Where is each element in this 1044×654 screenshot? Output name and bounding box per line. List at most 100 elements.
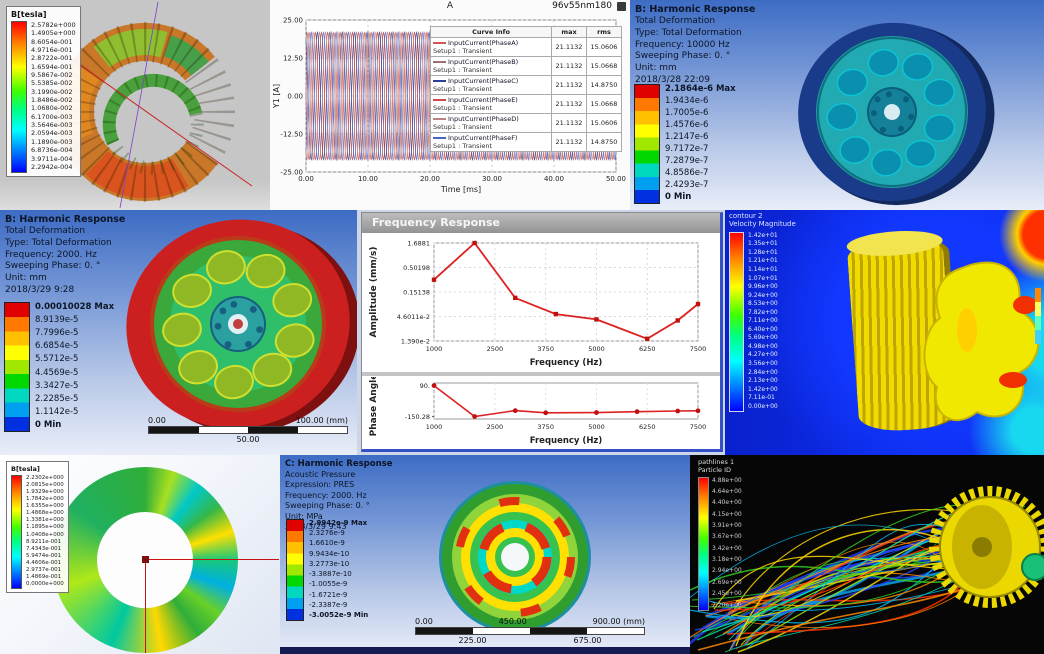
window-titlebar[interactable]: Frequency Response [362,213,720,233]
panel-pathlines: pathlines 1 Particle ID 4.88e+00 4.64e+00… [690,455,1044,654]
info-line: Sweeping Phase: 0. ° [5,261,101,272]
colorbar [11,21,27,173]
legend-values: 1.42e+01 1.35e+01 1.28e+01 1.21e+01 1.14e+01… [748,232,778,410]
legend-value: 3.18e+00 [712,556,742,564]
info-line: Unit: MPa [285,511,323,521]
result-info: B: Harmonic Response Total Deformation Typ… [635,4,755,86]
legend-value: 1.42e+00 [748,385,778,393]
svg-text:7500: 7500 [690,345,707,353]
info-line: Total Deformation [635,16,716,27]
legend-value: 1.0680e-002 [31,104,73,113]
svg-text:5000: 5000 [588,345,605,353]
curve-legend-row: InputCurrent(PhaseE) Setup1 : Transient 21… [430,94,622,114]
legend-value: 2.9942e-9 Max [309,519,368,527]
info-line: Frequency: 2000. Hz [5,249,97,260]
info-line: Unit: mm [635,63,677,74]
frequency-response-window: Frequency Response 1.6881 0.50198 0.15138 4… [361,212,723,452]
amp-svg: 1.6881 0.50198 0.15138 4.6011e-2 1.390e-2100… [369,240,707,369]
chart-divider [362,372,720,376]
svg-text:2500: 2500 [487,423,504,431]
legend-value: 4.98e+00 [748,342,778,350]
legend-value: 0.0000e+000 [26,580,64,587]
col-max: max [551,26,587,38]
info-line: Acoustic Pressure [285,470,356,480]
legend-value: 9.24e+00 [748,291,778,299]
svg-text:12.50: 12.50 [283,55,303,63]
svg-text:0.15138: 0.15138 [403,289,430,297]
panel-frequency-response: Frequency Response 1.6881 0.50198 0.15138 4… [357,210,725,455]
svg-text:Amplitude (mm/s): Amplitude (mm/s) [369,247,379,338]
legend-value: 1.42e+01 [748,231,778,239]
legend-value: 2.1864e-6 Max [665,84,736,94]
wheel-render-red [126,219,357,433]
legend-value: 2.2302e+000 [26,475,64,481]
streamlines-svg [690,486,1044,653]
svg-text:0.50198: 0.50198 [403,264,430,272]
legend-values: 0.00010028 Max 8.9139e-5 7.7996e-5 6.6854e-… [35,302,114,430]
svg-text:3750: 3750 [537,423,554,431]
legend-value: 1.7005e-6 [665,108,709,118]
legend-value: 1.1895e+000 [26,524,64,531]
particle-legend: pathlines 1 Particle ID 4.88e+00 4.64e+00… [698,458,742,611]
legend-value: 2.3276e-9 [309,529,345,538]
panel-acoustic-pressure: C: Harmonic Response Acoustic Pressure Exp… [280,455,690,654]
legend-values: 4.88e+00 4.64e+00 4.40e+00 4.15e+00 3.91e+00… [712,477,742,609]
info-line: 2018/3/29 9:43 [285,522,347,531]
svg-text:Phase Angle: Phase Angle [369,377,379,436]
legend-value: 5.69e+00 [748,334,778,342]
colorbar [286,519,304,621]
ruler-q3: 675.00 [573,636,602,645]
legend-value: 4.64e+00 [712,487,742,495]
svg-text:6250: 6250 [639,423,656,431]
legend-value: 4.27e+00 [748,351,778,359]
colorbar [11,475,22,589]
svg-text:1.390e-2: 1.390e-2 [401,338,430,346]
svg-text:Frequency (Hz): Frequency (Hz) [530,436,603,446]
ruler-mid: 50.00 [236,435,260,444]
legend-value: 2.69e+00 [712,578,742,586]
result-info: C: Harmonic Response Acoustic Pressure Exp… [285,459,392,532]
legend-value: 8.6054e-001 [31,37,73,46]
legend-header-line1: pathlines 1 [698,458,735,466]
svg-text:90.: 90. [420,382,430,390]
svg-text:7500: 7500 [690,423,707,431]
ruler-left: 0.00 [148,416,166,425]
legend-value: 3.67e+00 [712,533,742,541]
legend-value: 1.4905e+000 [31,29,76,38]
legend-value: 3.42e+00 [712,544,742,552]
legend-value: 3.3427e-5 [35,380,79,391]
legend-value: 2.94e+00 [712,567,742,575]
legend-value: 1.35e+01 [748,240,778,248]
legend-value: -3.3887e-10 [309,570,352,579]
model-label: 96v55nm180 [552,1,612,11]
legend-value: -1.6721e-9 [309,590,348,599]
legend-header-line1: contour 2 [729,212,763,220]
legend-value: 2.13e+00 [748,377,778,385]
legend-value: 3.2773e-10 [309,559,350,568]
window-icon[interactable] [617,2,626,11]
legend-value: 1.1890e-003 [31,137,73,146]
svg-text:30.00: 30.00 [482,175,502,183]
legend-value: 7.2879e-7 [665,156,709,166]
legend-values: 2.1864e-6 Max 1.9434e-6 1.7005e-6 1.4576e-6… [665,84,736,202]
legend-value: 1.21e+01 [748,257,778,265]
legend-value: 2.0815e+000 [26,482,64,489]
svg-text:2500: 2500 [487,345,504,353]
scale-ruler: 0.00 100.00 (mm) 50.00 [148,416,348,444]
scale-ruler: 0.00 450.00 900.00 (mm) 225.00 675.00 [415,617,645,645]
legend-value: 9.5867e-002 [31,71,73,80]
legend-value: 2.84e+00 [748,368,778,376]
colorbar [634,84,660,204]
info-line: Type: Total Deformation [635,28,742,39]
svg-text:0.00: 0.00 [287,93,303,101]
info-line: Total Deformation [5,226,86,237]
svg-text:1000: 1000 [426,423,443,431]
plot-header: A 96v55nm180 [270,0,630,14]
info-line: Frequency: 10000 Hz [635,39,730,50]
svg-text:4.6011e-2: 4.6011e-2 [397,313,430,321]
legend-value: 2.20e+00 [712,601,742,609]
legend-values: 2.9942e-9 Max 2.3276e-9 1.6610e-9 9.9434e-1… [309,519,368,619]
panel-harmonic-10000: B: Harmonic Response Total Deformation Typ… [630,0,1044,210]
legend-value: 1.0408e+000 [26,531,64,538]
legend-value: 2.5782e+000 [31,21,76,29]
